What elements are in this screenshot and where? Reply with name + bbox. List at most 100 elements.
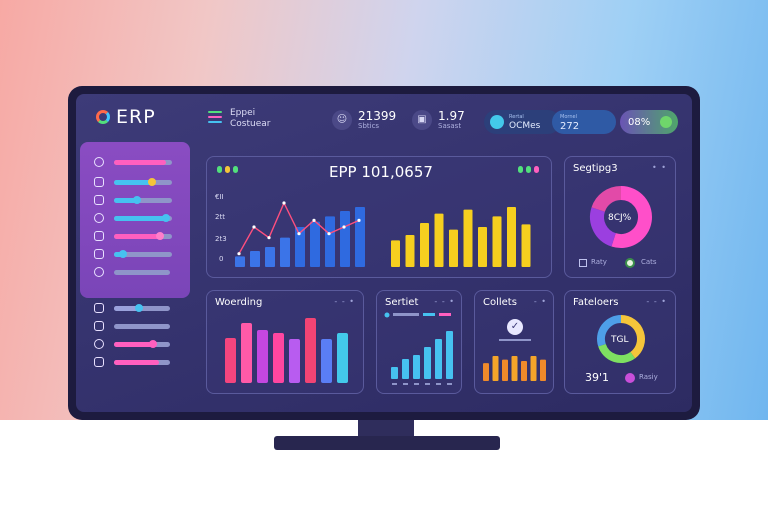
- sidebar-progress-fill: [114, 341, 154, 347]
- sertiet-bar-chart: [384, 312, 453, 385]
- chart-bar: [391, 367, 398, 379]
- stat-users[interactable]: ☺ 21399 Sbtics: [332, 110, 396, 130]
- chart-bar: [305, 318, 316, 383]
- woerding-title: Woerding: [215, 297, 263, 308]
- legend-icon: [625, 258, 635, 268]
- trend-point: [357, 218, 361, 222]
- fateloers-center-value: TGL: [611, 335, 629, 345]
- card-fateloers: Fateloers - - • TGL 39'1 Rasiy: [564, 290, 676, 394]
- main-chart-title: EPP 101,0657: [329, 163, 433, 181]
- sidebar-item[interactable]: [94, 320, 170, 332]
- more-icon[interactable]: - - •: [646, 297, 667, 306]
- slider-knob[interactable]: [149, 340, 158, 348]
- card-status-icon: [518, 166, 539, 173]
- chart-bar: [492, 356, 499, 381]
- sidebar-progress: [114, 269, 170, 275]
- slider-knob[interactable]: [118, 250, 127, 258]
- chart-bar: [321, 339, 332, 383]
- check-icon: ✓: [507, 319, 523, 335]
- pie-slice: [611, 186, 652, 248]
- more-icon[interactable]: • •: [652, 163, 667, 172]
- main-bar-chart: [235, 201, 531, 267]
- sidebar-progress-fill: [114, 179, 152, 185]
- sidebar-item[interactable]: [94, 176, 172, 188]
- box-icon: [94, 177, 104, 187]
- sidebar-progress: [114, 232, 172, 240]
- chart-bar: [413, 355, 420, 379]
- more-icon[interactable]: - - •: [334, 297, 355, 306]
- chart-bar: [463, 209, 473, 267]
- x-tick: [414, 383, 419, 385]
- pill-ocmes-value: OCMes: [509, 121, 541, 131]
- segments-foot2: Cats: [641, 258, 657, 266]
- chart-bar: [435, 339, 442, 379]
- legend-line: [423, 313, 435, 316]
- status-pill-272[interactable]: Mornel 272: [552, 110, 616, 134]
- status-pill-percent[interactable]: 08%: [620, 110, 678, 134]
- y-tick: 2tt: [215, 213, 225, 221]
- chart-bar: [420, 223, 429, 267]
- settings-icon: [94, 157, 104, 167]
- trend-point: [267, 236, 271, 240]
- y-tick: 0: [219, 255, 224, 263]
- collets-bar-chart: [483, 339, 546, 381]
- chart-bar: [478, 227, 487, 267]
- sidebar-item[interactable]: [94, 212, 172, 224]
- legend-line: [439, 313, 451, 316]
- sidebar-item[interactable]: [94, 302, 170, 314]
- chart-bar: [273, 333, 284, 383]
- chart-bar: [355, 207, 365, 267]
- app-logo[interactable]: ERP: [96, 106, 156, 128]
- chart-bar: [483, 363, 489, 381]
- slider-knob[interactable]: [133, 196, 142, 204]
- chart-bar: [521, 361, 527, 381]
- chart-bar: [340, 211, 350, 267]
- sidebar-progress: [114, 304, 170, 312]
- sidebar-item[interactable]: [94, 266, 170, 278]
- sidebar-progress-fill: [114, 251, 123, 257]
- sidebar-progress-fill: [114, 359, 159, 365]
- chart-bar: [325, 216, 335, 267]
- sidebar-item[interactable]: [94, 248, 172, 260]
- slider-knob[interactable]: [156, 232, 165, 240]
- sidebar-item[interactable]: [94, 338, 170, 350]
- segments-donut: [590, 186, 652, 248]
- more-icon[interactable]: - •: [533, 297, 547, 306]
- chart-bar: [424, 347, 431, 379]
- stat-monitor[interactable]: ▣ 1.97 Sasast: [412, 110, 465, 130]
- card-dots-icon: [217, 166, 238, 173]
- status-pill-ocmes[interactable]: Rertal OCMes: [484, 110, 560, 134]
- monitor-icon: ▣: [412, 110, 432, 130]
- sidebar-item[interactable]: [94, 156, 172, 168]
- chart-bar: [507, 207, 516, 267]
- chart-bar: [250, 251, 260, 267]
- x-tick: [436, 383, 441, 385]
- more-icon[interactable]: - - •: [434, 297, 455, 306]
- pie-slice: [591, 186, 622, 213]
- slider-knob[interactable]: [162, 214, 171, 222]
- sidebar-progress-fill: [114, 215, 167, 221]
- card-collets: Collets - • ✓: [474, 290, 554, 394]
- trend-point: [252, 225, 256, 229]
- woerding-bar-chart: [225, 318, 348, 383]
- header-title-line1: Eppei: [230, 108, 256, 118]
- slider-knob[interactable]: [135, 304, 144, 312]
- chart-bar: [434, 213, 444, 267]
- sidebar-item[interactable]: [94, 194, 172, 206]
- legend-dot: [384, 312, 390, 318]
- sidebar-item[interactable]: [94, 356, 170, 368]
- pie-slice: [620, 315, 645, 359]
- sidebar-progress-fill: [114, 159, 167, 165]
- sidebar-item[interactable]: [94, 230, 172, 242]
- x-tick: [425, 383, 430, 385]
- card-main-chart: EPP 101,0657 €II 2tt 2t3 0: [206, 156, 552, 278]
- fateloers-title: Fateloers: [573, 297, 619, 308]
- sidebar-progress-fill: [114, 197, 138, 203]
- segments-title: Segtipg3: [573, 163, 618, 174]
- menu-icon[interactable]: [208, 111, 222, 126]
- slider-knob[interactable]: [147, 178, 156, 186]
- segments-center-value: 8CJ%: [608, 213, 632, 223]
- x-tick: [403, 383, 408, 385]
- chart-bar: [502, 359, 508, 381]
- chart-bar: [521, 224, 531, 267]
